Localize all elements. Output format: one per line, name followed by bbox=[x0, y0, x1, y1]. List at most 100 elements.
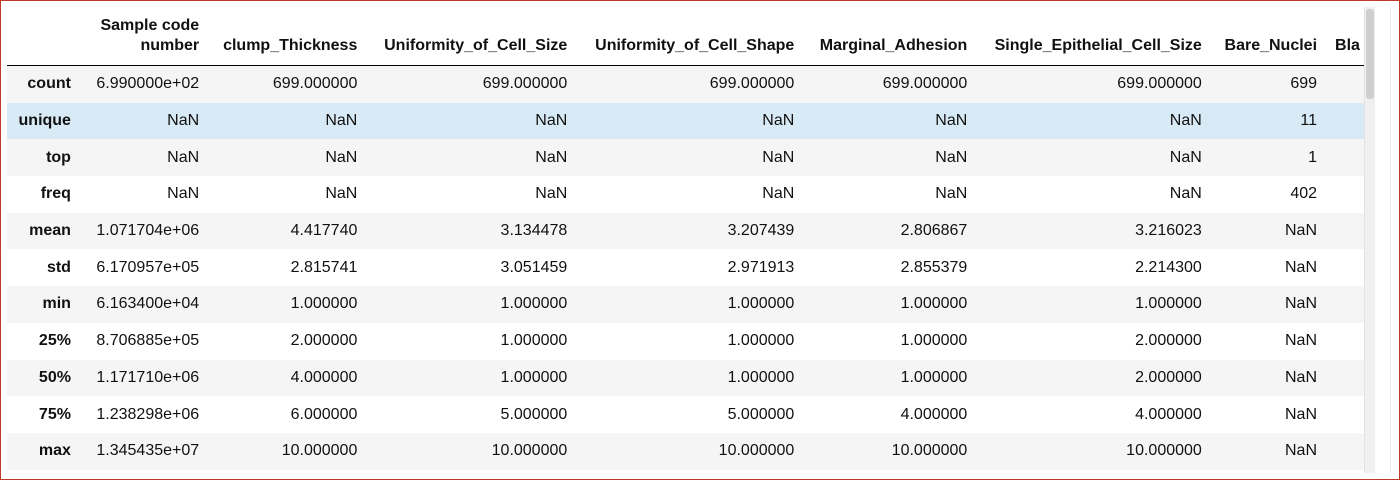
table-cell: 4.417740 bbox=[290, 222, 358, 240]
table-cell: 2.815741 bbox=[290, 258, 358, 276]
table-cell: NaN bbox=[325, 185, 358, 203]
table-cell: 2.855379 bbox=[900, 258, 968, 276]
column-header: Marginal_Adhesion bbox=[803, 9, 977, 66]
column-header-label: Sample code number bbox=[100, 17, 200, 54]
describe-table: Sample code number clump_Thickness Unifo… bbox=[7, 9, 1369, 470]
table-cell bbox=[1326, 396, 1369, 433]
table-cell: 1.000000 bbox=[500, 368, 568, 386]
table-cell: 1.000000 bbox=[500, 295, 568, 313]
table-cell: NaN bbox=[167, 185, 200, 203]
table-cell: NaN bbox=[1285, 258, 1318, 276]
table-row: freq NaN NaN NaN NaN NaN NaN 402 bbox=[7, 176, 1369, 213]
table-row: min 6.163400e+04 1.000000 1.000000 1.000000 1… bbox=[7, 286, 1369, 323]
row-index-label: mean bbox=[29, 222, 71, 240]
table-cell: 2.214300 bbox=[1135, 258, 1202, 276]
table-row: mean 1.071704e+06 4.417740 3.134478 3.207439… bbox=[7, 212, 1369, 250]
table-cell: 1.171710e+06 bbox=[96, 368, 200, 386]
table-cell: NaN bbox=[762, 148, 795, 166]
column-header-truncated: Bla bbox=[1326, 9, 1369, 66]
table-cell: 10.000000 bbox=[891, 442, 968, 460]
table-cell bbox=[1326, 433, 1369, 470]
table-row: unique NaN NaN NaN NaN NaN NaN 11 bbox=[7, 102, 1369, 140]
table-body: count 6.990000e+02 699.000000 699.000000 699… bbox=[7, 65, 1369, 470]
table-cell: 1.000000 bbox=[900, 295, 968, 313]
table-cell: 10.000000 bbox=[491, 442, 568, 460]
table-cell: 1.000000 bbox=[727, 332, 795, 350]
table-cell: 2.000000 bbox=[1135, 368, 1202, 386]
row-index-label: max bbox=[38, 442, 71, 460]
table-cell bbox=[1326, 249, 1369, 286]
vertical-scrollbar[interactable] bbox=[1364, 7, 1375, 473]
table-cell: 1.000000 bbox=[727, 368, 795, 386]
table-row: 25% 8.706885e+05 2.000000 1.000000 1.000000 1… bbox=[7, 322, 1369, 360]
table-row: max 1.345435e+07 10.000000 10.000000 10.0000… bbox=[7, 432, 1369, 470]
table-cell: 1.345435e+07 bbox=[96, 442, 200, 460]
table-row: count 6.990000e+02 699.000000 699.000000 699… bbox=[7, 65, 1369, 103]
table-cell: 10.000000 bbox=[281, 442, 358, 460]
column-header: Uniformity_of_Cell_Shape bbox=[576, 9, 804, 66]
table-cell: 10.000000 bbox=[1126, 442, 1202, 460]
table-cell: NaN bbox=[167, 112, 200, 130]
table-cell: NaN bbox=[1169, 148, 1202, 166]
row-index-label: 25% bbox=[38, 332, 71, 350]
column-header: Sample code number bbox=[79, 9, 209, 66]
table-cell: NaN bbox=[935, 148, 968, 166]
table-cell: NaN bbox=[1169, 185, 1202, 203]
table-cell: 1.000000 bbox=[1135, 295, 1202, 313]
table-cell: NaN bbox=[535, 185, 568, 203]
row-index-label: top bbox=[46, 148, 71, 166]
table-cell: NaN bbox=[167, 148, 200, 166]
table-cell: NaN bbox=[762, 112, 795, 130]
table-cell: 11 bbox=[1300, 112, 1318, 130]
table-cell: 3.134478 bbox=[500, 222, 568, 240]
table-cell: 1 bbox=[1308, 148, 1318, 166]
table-cell: 2.000000 bbox=[290, 332, 358, 350]
column-header: Bare_Nuclei bbox=[1210, 9, 1327, 66]
header-row: Sample code number clump_Thickness Unifo… bbox=[7, 9, 1369, 66]
table-cell bbox=[1326, 323, 1369, 360]
table-cell: 8.706885e+05 bbox=[96, 332, 200, 350]
column-header: Single_Epithelial_Cell_Size bbox=[976, 9, 1211, 66]
table-cell: NaN bbox=[1285, 368, 1318, 386]
index-header bbox=[7, 9, 80, 66]
table-cell: NaN bbox=[325, 148, 358, 166]
table-cell: 6.163400e+04 bbox=[96, 295, 200, 313]
table-cell bbox=[1326, 103, 1369, 140]
table-cell: 699.000000 bbox=[709, 75, 795, 93]
dataframe-output[interactable]: Sample code number clump_Thickness Unifo… bbox=[7, 9, 1369, 473]
table-cell: NaN bbox=[535, 112, 568, 130]
table-cell bbox=[1326, 176, 1369, 213]
table-cell: 1.238298e+06 bbox=[96, 405, 200, 423]
table-cell: 2.806867 bbox=[900, 222, 968, 240]
scrollbar-thumb[interactable] bbox=[1366, 9, 1374, 99]
table-cell: NaN bbox=[1285, 222, 1318, 240]
table-cell: NaN bbox=[935, 112, 968, 130]
table-cell: NaN bbox=[1285, 405, 1318, 423]
table-cell: 1.000000 bbox=[900, 332, 968, 350]
column-header: clump_Thickness bbox=[208, 9, 367, 66]
table-cell: 1.000000 bbox=[727, 295, 795, 313]
table-cell: 1.000000 bbox=[290, 295, 358, 313]
row-index-label: min bbox=[42, 295, 71, 313]
table-row: 75% 1.238298e+06 6.000000 5.000000 5.000000 4… bbox=[7, 396, 1369, 433]
table-cell: 699.000000 bbox=[482, 75, 568, 93]
table-cell: 6.990000e+02 bbox=[96, 75, 200, 93]
row-index-label: std bbox=[46, 258, 71, 276]
table-cell bbox=[1326, 286, 1369, 323]
table-cell: 3.051459 bbox=[500, 258, 568, 276]
table-cell: 402 bbox=[1290, 185, 1318, 203]
row-index-label: 50% bbox=[38, 368, 71, 386]
table-row: std 6.170957e+05 2.815741 3.051459 2.971913 2… bbox=[7, 249, 1369, 287]
table-cell: 2.000000 bbox=[1135, 332, 1202, 350]
table-cell: NaN bbox=[1169, 112, 1202, 130]
table-cell: 4.000000 bbox=[290, 368, 358, 386]
table-cell: NaN bbox=[935, 185, 968, 203]
table-cell: 10.000000 bbox=[718, 442, 795, 460]
table-cell: 1.000000 bbox=[900, 368, 968, 386]
table-cell: 4.000000 bbox=[1135, 405, 1202, 423]
table-cell bbox=[1326, 360, 1369, 397]
table-cell bbox=[1326, 139, 1369, 176]
table-cell: NaN bbox=[1285, 295, 1318, 313]
row-index-label: 75% bbox=[38, 405, 71, 423]
table-cell bbox=[1326, 66, 1369, 103]
